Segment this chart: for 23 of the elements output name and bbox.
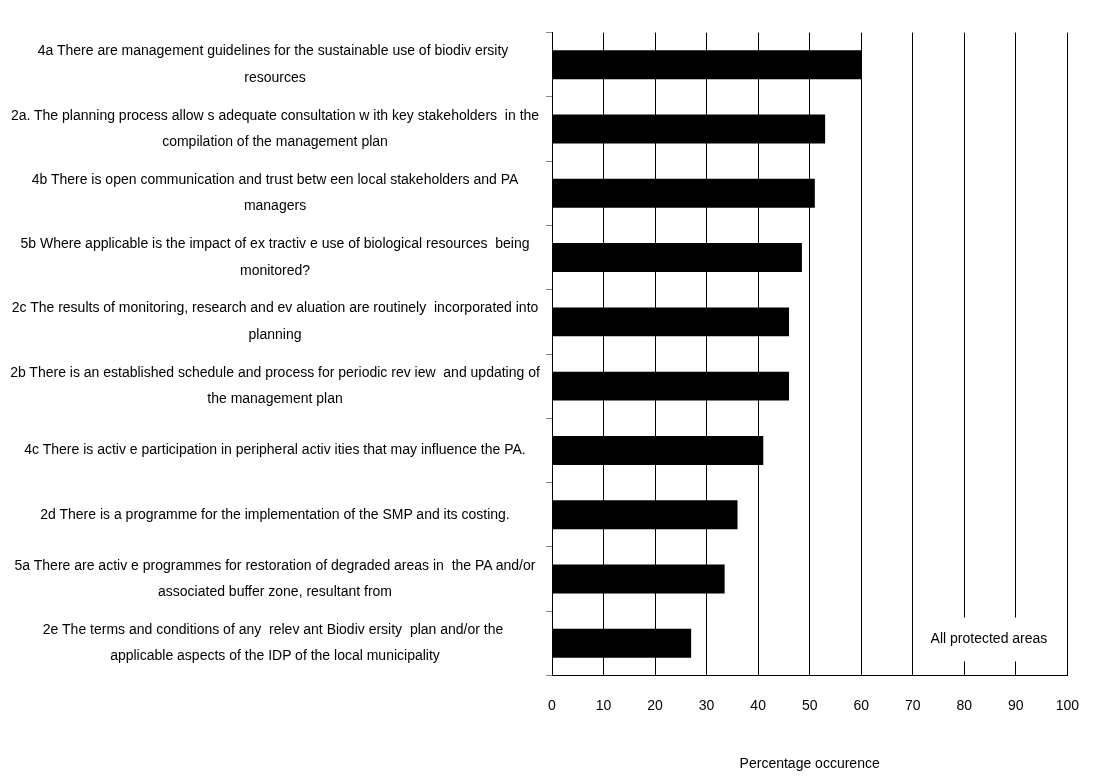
y-tick-label: 5b Where applicable is the impact of ex tractiv e use of biological resources being monitored? (20, 235, 530, 278)
x-tick-label: 0 (548, 696, 557, 713)
x-tick-label: 40 (750, 696, 767, 713)
x-tick-label: 90 (1008, 696, 1024, 713)
x-tick-label: 30 (698, 696, 715, 713)
y-tick-label: 2d There is a programme for the implementation of the SMP and its costing. (40, 505, 510, 522)
y-tick-label: 5a There are activ e programmes for restoration of degraded areas in the PA and/or associated buffer zone, resultant from (14, 556, 536, 600)
x-axis-title: Percentage occurence (739, 755, 880, 772)
x-tick-label: 10 (595, 696, 612, 713)
x-tick-label: 70 (904, 696, 921, 713)
y-tick-label: 2c The results of monitoring, research and ev aluation are routinely incorporated into planning (11, 299, 539, 343)
x-tick-label: 80 (956, 696, 973, 713)
x-tick-label: 100 (1055, 696, 1080, 713)
y-tick-label: 2e The terms and conditions of any relev ant Biodiv ersity plan and/or the applicable aspects of the IDP of the local municipality (42, 620, 508, 664)
y-tick-label: 4a There are management guidelines for the sustainable use of biodiv ersity resources (37, 42, 513, 85)
y-tick-label: 4b There is open communication and trust betw een local stakeholders and PA managers (31, 170, 519, 214)
x-tick-label: 20 (647, 696, 664, 713)
x-tick-label: 60 (853, 696, 870, 713)
y-tick-label: 2b There is an established schedule and process for periodic rev iew and updating of the management plan (10, 363, 540, 407)
x-tick-label: 50 (801, 696, 818, 713)
y-tick-label: 4c There is activ e participation in peripheral activ ities that may influence the PA. (24, 441, 526, 458)
y-tick-label: 2a. The planning process allow s adequate consultation w ith key stakeholders in the compilation of the management plan (10, 106, 540, 150)
annotation: All protected areas (930, 630, 1048, 647)
